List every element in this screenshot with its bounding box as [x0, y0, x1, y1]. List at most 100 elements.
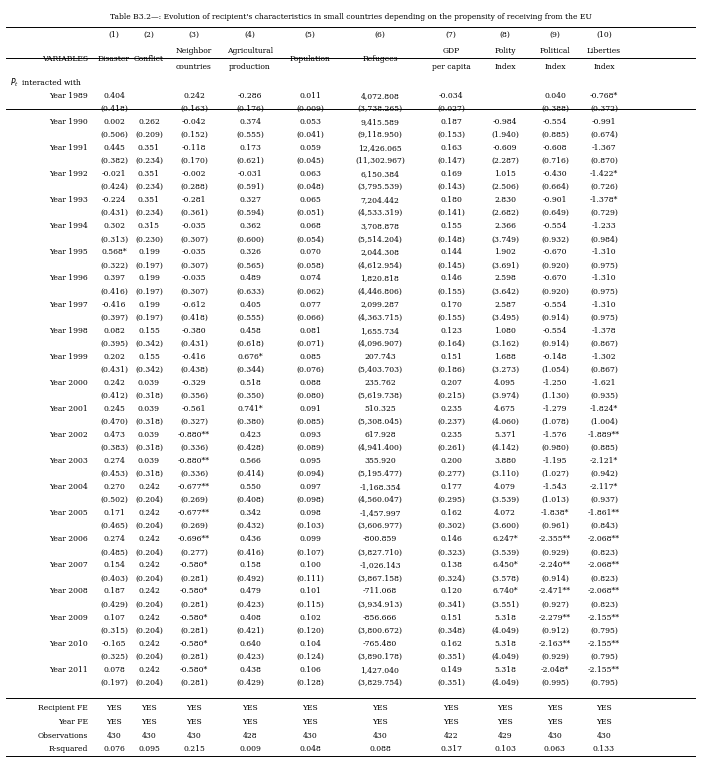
- Text: (2.682): (2.682): [491, 209, 519, 217]
- Text: Table B3.2—: Evolution of recipient's characteristics in small countries dependi: Table B3.2—: Evolution of recipient's ch…: [109, 13, 592, 21]
- Text: (1): (1): [109, 31, 119, 39]
- Text: (4.060): (4.060): [491, 418, 519, 426]
- Text: 0.088: 0.088: [299, 378, 321, 387]
- Text: 0.039: 0.039: [138, 405, 160, 413]
- Text: (0.428): (0.428): [236, 444, 264, 452]
- Text: -0.380: -0.380: [182, 327, 206, 334]
- Text: (0.453): (0.453): [100, 470, 128, 478]
- Text: Year 2004: Year 2004: [49, 483, 88, 491]
- Text: (0.594): (0.594): [236, 209, 264, 217]
- Text: 0.741*: 0.741*: [237, 405, 263, 413]
- Text: (0.795): (0.795): [590, 679, 618, 687]
- Text: 0.315: 0.315: [138, 223, 160, 230]
- Text: 0.199: 0.199: [138, 249, 160, 256]
- Text: (0.492): (0.492): [236, 575, 264, 582]
- Text: 510.325: 510.325: [364, 405, 396, 413]
- Text: 0.011: 0.011: [299, 92, 321, 100]
- Text: (0.269): (0.269): [180, 522, 208, 530]
- Text: 0.009: 0.009: [239, 745, 261, 753]
- Text: 0.326: 0.326: [239, 249, 261, 256]
- Text: 0.146: 0.146: [440, 274, 462, 283]
- Text: -2.155**: -2.155**: [588, 613, 620, 622]
- Text: 430: 430: [186, 732, 201, 739]
- Text: Index: Index: [494, 62, 516, 71]
- Text: (0.975): (0.975): [590, 261, 618, 270]
- Text: 355.920: 355.920: [364, 457, 396, 465]
- Text: (0.318): (0.318): [135, 392, 163, 400]
- Text: (0.870): (0.870): [590, 157, 618, 165]
- Text: 0.199: 0.199: [138, 274, 160, 283]
- Text: (0.281): (0.281): [180, 679, 208, 687]
- Text: (0.438): (0.438): [180, 366, 208, 374]
- Text: (0.066): (0.066): [296, 314, 324, 321]
- Text: 0.088: 0.088: [369, 745, 391, 753]
- Text: (0.204): (0.204): [135, 496, 163, 504]
- Text: (0.380): (0.380): [236, 418, 264, 426]
- Text: Year 2009: Year 2009: [49, 613, 88, 622]
- Text: 0.438: 0.438: [239, 666, 261, 673]
- Text: 0.317: 0.317: [440, 745, 462, 753]
- Text: 0.144: 0.144: [440, 249, 462, 256]
- Text: -0.677**: -0.677**: [178, 509, 210, 518]
- Text: -1.279: -1.279: [543, 405, 567, 413]
- Text: -0.034: -0.034: [439, 92, 463, 100]
- Text: 0.103: 0.103: [494, 745, 516, 753]
- Text: Conflict: Conflict: [134, 55, 164, 63]
- Text: 2,099.287: 2,099.287: [360, 300, 400, 309]
- Text: (0.935): (0.935): [590, 392, 618, 400]
- Text: (0.281): (0.281): [180, 600, 208, 609]
- Text: 0.351: 0.351: [138, 196, 160, 204]
- Text: (4,533.319): (4,533.319): [358, 209, 402, 217]
- Text: 430: 430: [142, 732, 156, 739]
- Text: 0.550: 0.550: [239, 483, 261, 491]
- Text: (0.432): (0.432): [236, 522, 264, 530]
- Text: (3): (3): [189, 31, 200, 39]
- Text: (0.204): (0.204): [135, 626, 163, 635]
- Text: -2.471**: -2.471**: [539, 587, 571, 596]
- Text: 0.095: 0.095: [138, 745, 160, 753]
- Text: (0.048): (0.048): [296, 183, 324, 192]
- Text: 0.082: 0.082: [103, 327, 125, 334]
- Text: -2.163**: -2.163**: [539, 640, 571, 648]
- Text: (4.142): (4.142): [491, 444, 519, 452]
- Text: Year 1997: Year 1997: [49, 300, 88, 309]
- Text: (0.336): (0.336): [180, 444, 208, 452]
- Text: (0.565): (0.565): [236, 261, 264, 270]
- Text: 0.048: 0.048: [299, 745, 321, 753]
- Text: 0.101: 0.101: [299, 587, 321, 596]
- Text: 430: 430: [597, 732, 611, 739]
- Text: (1.940): (1.940): [491, 131, 519, 139]
- Text: 0.235: 0.235: [440, 405, 462, 413]
- Text: Year 2010: Year 2010: [49, 640, 88, 648]
- Text: (3.551): (3.551): [491, 600, 519, 609]
- Text: 0.327: 0.327: [239, 196, 261, 204]
- Text: (0.153): (0.153): [437, 131, 465, 139]
- Text: YES: YES: [242, 705, 258, 712]
- Text: (3.642): (3.642): [491, 287, 519, 296]
- Text: -0.580*: -0.580*: [180, 613, 208, 622]
- Text: (0.041): (0.041): [296, 131, 324, 139]
- Text: (0.128): (0.128): [296, 679, 324, 687]
- Text: (0.351): (0.351): [437, 653, 465, 660]
- Text: YES: YES: [141, 718, 157, 726]
- Text: -1.824*: -1.824*: [590, 405, 618, 413]
- Text: -2.048*: -2.048*: [541, 666, 569, 673]
- Text: Year 2007: Year 2007: [49, 562, 88, 569]
- Text: (0.197): (0.197): [135, 314, 163, 321]
- Text: Index: Index: [593, 62, 615, 71]
- Text: 0.085: 0.085: [299, 353, 321, 361]
- Text: (0.336): (0.336): [180, 470, 208, 478]
- Text: 0.068: 0.068: [299, 223, 321, 230]
- Text: 0.151: 0.151: [440, 613, 462, 622]
- Text: (0.307): (0.307): [180, 261, 208, 270]
- Text: 4.095: 4.095: [494, 378, 516, 387]
- Text: 0.120: 0.120: [440, 587, 462, 596]
- Text: -0.281: -0.281: [182, 196, 206, 204]
- Text: YES: YES: [497, 718, 513, 726]
- Text: 0.351: 0.351: [138, 144, 160, 152]
- Text: -765.480: -765.480: [363, 640, 397, 648]
- Text: (0.674): (0.674): [590, 131, 618, 139]
- Text: 0.107: 0.107: [103, 613, 125, 622]
- Text: (0.281): (0.281): [180, 626, 208, 635]
- Text: (2.287): (2.287): [491, 157, 519, 165]
